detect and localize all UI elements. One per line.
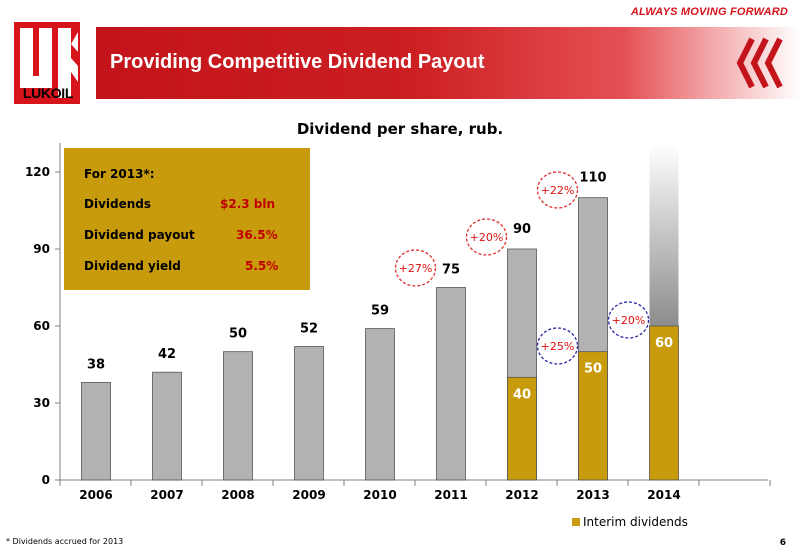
- growth-total-label: +20%: [470, 231, 504, 244]
- bar-total: [365, 328, 395, 481]
- y-tick-label: 90: [33, 242, 50, 256]
- x-tick-label: 2013: [576, 488, 609, 502]
- info-box: For 2013*: Dividends $2.3 bln Dividend p…: [64, 148, 310, 290]
- bar-projection-fade: [649, 143, 679, 326]
- page-title: Providing Competitive Dividend Payout: [110, 51, 485, 73]
- info-value-dividends: $2.3 bln: [220, 197, 276, 211]
- growth-interim-circle: [607, 301, 650, 339]
- y-tick-label: 0: [42, 473, 50, 487]
- info-label-payout: Dividend payout: [84, 228, 195, 242]
- growth-total-label: +27%: [399, 262, 433, 275]
- chart-legend: Interim dividends: [572, 515, 688, 529]
- x-tick-label: 2011: [434, 488, 467, 502]
- bar-total: [436, 287, 466, 481]
- growth-total-label: +22%: [541, 184, 575, 197]
- bar-interim: [507, 376, 537, 481]
- data-label-total: 50: [229, 327, 247, 342]
- legend-label-interim: Interim dividends: [583, 515, 688, 529]
- x-tick-label: 2008: [221, 488, 254, 502]
- logo-wordmark: LUKOIL: [22, 85, 74, 101]
- lukoil-logo: [14, 22, 80, 104]
- growth-interim-label: +25%: [541, 340, 575, 353]
- growth-interim-label: +20%: [612, 314, 646, 327]
- bar-total: [294, 346, 324, 481]
- info-value-yield: 5.5%: [245, 259, 279, 273]
- bar-total: [223, 351, 253, 481]
- x-tick-label: 2012: [505, 488, 538, 502]
- title-banner: Providing Competitive Dividend Payout: [96, 27, 800, 99]
- y-tick-label: 120: [25, 165, 50, 179]
- x-tick-label: 2007: [150, 488, 183, 502]
- growth-total-circle: [536, 171, 579, 209]
- data-label-total: 52: [300, 322, 318, 337]
- y-tick-label: 60: [33, 319, 50, 333]
- info-label-yield: Dividend yield: [84, 259, 181, 273]
- data-label-interim: 40: [513, 387, 531, 402]
- chart-title: Dividend per share, rub.: [296, 120, 504, 138]
- bar-interim: [649, 325, 679, 481]
- growth-interim-circle: [536, 327, 579, 365]
- chevron-logo-icon: [736, 37, 783, 89]
- x-tick-label: 2006: [79, 488, 112, 502]
- legend-swatch-interim: [572, 518, 580, 526]
- data-label-interim: 60: [655, 336, 673, 351]
- page-number: 6: [779, 538, 786, 548]
- data-label-total: 42: [158, 347, 176, 362]
- x-tick-label: 2010: [363, 488, 396, 502]
- data-label-total: 38: [87, 357, 105, 372]
- bar-total: [81, 382, 111, 481]
- y-tick-label: 30: [33, 396, 50, 410]
- growth-total-circle: [465, 218, 508, 256]
- data-label-total: 59: [371, 304, 389, 319]
- info-value-payout: 36.5%: [236, 228, 278, 242]
- data-label-interim: 50: [584, 362, 602, 377]
- footnote: * Dividends accrued for 2013: [6, 537, 124, 546]
- data-label-total: 75: [442, 263, 460, 278]
- tagline: ALWAYS MOVING FORWARD: [630, 6, 788, 18]
- x-tick-label: 2009: [292, 488, 325, 502]
- growth-total-circle: [394, 249, 437, 287]
- bar-total: [152, 371, 182, 481]
- info-heading: For 2013*:: [84, 167, 155, 181]
- data-label-total: 110: [579, 171, 606, 186]
- bar-interim: [578, 351, 608, 481]
- x-tick-label: 2014: [647, 488, 680, 502]
- info-label-dividends: Dividends: [84, 197, 152, 211]
- data-label-total: 90: [513, 222, 531, 237]
